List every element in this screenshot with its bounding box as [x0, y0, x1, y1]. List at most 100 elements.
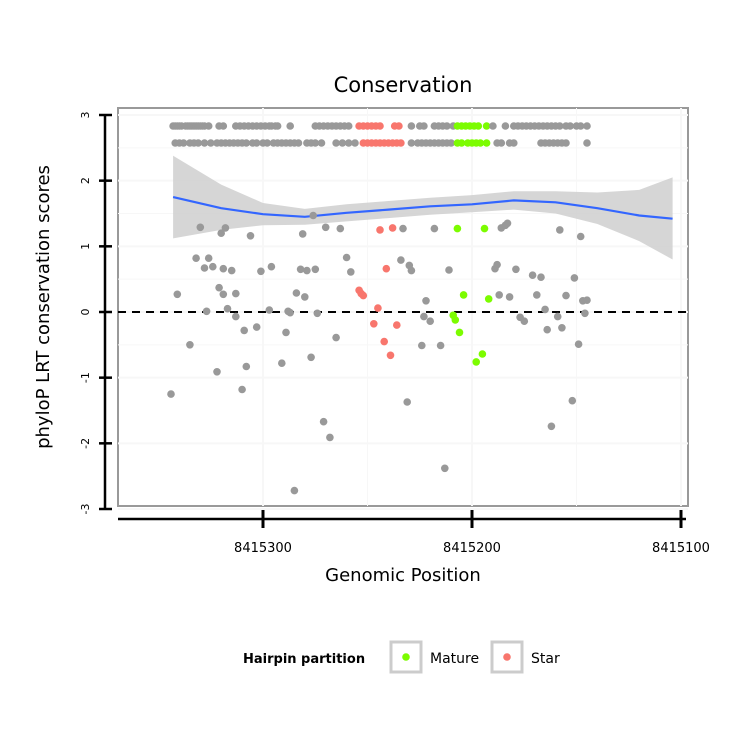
data-point — [204, 254, 213, 262]
data-point — [223, 304, 232, 313]
data-point — [347, 268, 355, 276]
rug-point-bottom — [397, 139, 405, 147]
data-point — [407, 266, 416, 275]
data-point — [574, 340, 583, 349]
data-point — [472, 358, 481, 366]
rug-point-top — [566, 122, 574, 130]
rug-point-top — [443, 122, 451, 130]
rug-point-top — [482, 122, 491, 130]
x-axis: 8415300 8415200 8415100 — [118, 510, 710, 556]
data-point — [505, 293, 514, 301]
data-point — [252, 323, 261, 331]
rug-point-bottom — [338, 139, 347, 147]
rug-point-bottom — [510, 139, 518, 147]
rug-point-top — [474, 122, 483, 130]
rug-point-bottom — [351, 139, 359, 147]
data-point — [543, 325, 551, 334]
data-point — [301, 293, 309, 301]
rug-point-bottom — [294, 139, 303, 147]
data-point — [382, 264, 391, 273]
y-tick-label: 2 — [79, 177, 92, 184]
data-point — [576, 232, 585, 241]
data-point — [219, 264, 228, 273]
data-point — [583, 296, 591, 305]
data-point — [209, 262, 217, 271]
data-point — [290, 486, 299, 495]
data-point — [478, 350, 487, 358]
rug-point-top — [556, 122, 564, 130]
data-point — [537, 273, 545, 282]
rug-point-bottom — [179, 139, 188, 147]
rug-point-bottom — [476, 139, 485, 147]
data-point — [455, 328, 464, 337]
data-point — [296, 265, 305, 274]
data-point — [512, 265, 520, 274]
data-point — [265, 306, 274, 314]
data-point — [453, 224, 462, 233]
rug-point-bottom — [447, 139, 455, 147]
data-point — [493, 260, 501, 269]
x-tick-label: 8415200 — [443, 541, 501, 556]
data-point — [311, 265, 320, 274]
data-point — [359, 291, 368, 300]
y-tick-label: 1 — [79, 243, 92, 250]
rug-point-top — [501, 122, 510, 130]
data-point — [403, 398, 412, 406]
rug-point-bottom — [207, 139, 215, 147]
rug-point-top — [219, 122, 228, 130]
data-point — [376, 226, 384, 234]
data-point — [292, 289, 301, 297]
data-point — [303, 266, 311, 275]
data-point — [533, 291, 541, 299]
data-point — [388, 224, 397, 232]
data-point — [221, 224, 230, 232]
y-tick-label: 3 — [79, 112, 92, 119]
y-tick-label: -3 — [79, 504, 92, 515]
rug-point-bottom — [263, 139, 272, 147]
rug-point-bottom — [194, 139, 202, 147]
rug-point-bottom — [457, 139, 466, 147]
legend-dot-star — [503, 653, 511, 661]
data-point — [451, 316, 460, 324]
rug-point-top — [376, 122, 384, 130]
rug-points — [169, 122, 591, 147]
data-point — [192, 254, 200, 262]
data-point — [215, 283, 223, 292]
rug-point-top — [286, 122, 295, 130]
data-point — [581, 309, 589, 318]
data-points — [167, 211, 591, 495]
gridlines — [118, 108, 688, 511]
rug-point-top — [204, 122, 213, 130]
data-point — [242, 362, 251, 371]
rug-point-top — [395, 122, 403, 130]
data-point — [445, 266, 453, 274]
y-tick-label: -1 — [79, 372, 92, 383]
data-point — [298, 230, 307, 238]
y-axis: 3 2 1 0 -1 -2 -3 — [79, 112, 112, 515]
data-point — [495, 291, 504, 299]
data-point — [332, 333, 340, 342]
data-point — [430, 224, 439, 233]
data-point — [393, 321, 401, 329]
data-point — [342, 253, 351, 262]
data-point — [257, 267, 265, 276]
data-point — [441, 464, 449, 473]
data-point — [321, 223, 330, 232]
rug-point-bottom — [200, 139, 209, 147]
data-point — [213, 368, 221, 376]
rug-point-top — [407, 122, 416, 130]
data-point — [200, 264, 209, 272]
rug-point-bottom — [497, 139, 506, 147]
rug-point-bottom — [311, 139, 320, 147]
data-point — [246, 232, 255, 240]
rug-point-top — [273, 122, 282, 130]
rug-point-bottom — [562, 139, 570, 147]
data-point — [167, 390, 175, 398]
y-tick-label: 0 — [79, 309, 92, 316]
data-point — [238, 385, 246, 394]
data-point — [227, 266, 236, 275]
data-point — [278, 359, 286, 368]
data-point — [370, 320, 378, 328]
data-point — [186, 341, 194, 349]
